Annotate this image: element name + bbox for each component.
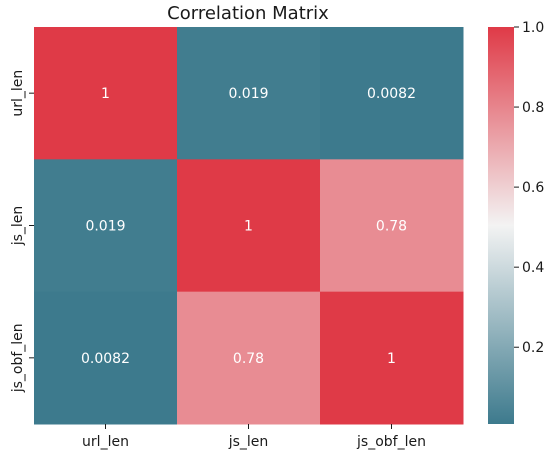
y-tick-label-0: url_len <box>10 70 26 117</box>
x-tick-label-2: js_obf_len <box>356 434 426 450</box>
y-tick-label-1: js_len <box>10 206 26 247</box>
colorbar-gradient <box>488 27 514 424</box>
colorbar: 0.2 0.4 0.6 0.8 1.0 <box>488 20 544 424</box>
heatmap-cell-0-0 <box>34 27 178 160</box>
cell-value-label-0-2: 0.0082 <box>367 86 416 102</box>
colorbar-tick-label-2: 0.6 <box>522 180 544 196</box>
cell-value-label-1-2: 0.78 <box>376 219 407 235</box>
cell-value-label-0-0: 1 <box>101 86 110 102</box>
colorbar-tick-label-0: 0.2 <box>522 340 544 356</box>
heatmap-cell-0-2 <box>320 27 464 160</box>
heatmap-cell-2-2 <box>320 291 464 425</box>
heatmap-cell-2-0 <box>34 291 178 425</box>
heatmap-cell-2-1 <box>177 291 321 425</box>
x-tick-label-1: js_len <box>228 434 269 450</box>
cell-value-label-0-1: 0.019 <box>228 86 268 102</box>
colorbar-tick-label-1: 0.4 <box>522 260 544 276</box>
cell-value-label-1-1: 1 <box>244 219 253 235</box>
cell-value-label-2-1: 0.78 <box>233 351 264 367</box>
colorbar-tick-label-3: 0.8 <box>522 100 544 116</box>
y-axis: url_len js_len js_obf_len <box>10 70 34 393</box>
heatmap-cell-1-2 <box>320 159 464 293</box>
cell-value-label-2-2: 1 <box>387 351 396 367</box>
cell-value-label-1-0: 0.019 <box>85 219 125 235</box>
heatmap-cells: 1 0.019 0.0082 0.019 1 0.78 0.0082 0.78 1 <box>34 27 464 425</box>
x-tick-label-0: url_len <box>82 434 129 450</box>
heatmap-cell-0-1 <box>177 27 321 160</box>
cell-value-label-2-0: 0.0082 <box>81 351 130 367</box>
colorbar-tick-label-4: 1.0 <box>522 20 544 36</box>
heatmap-cell-1-1 <box>177 159 321 293</box>
x-axis: url_len js_len js_obf_len <box>82 424 426 450</box>
y-tick-label-2: js_obf_len <box>10 323 26 393</box>
chart-title: Correlation Matrix <box>167 3 329 24</box>
heatmap-cell-1-0 <box>34 159 178 293</box>
